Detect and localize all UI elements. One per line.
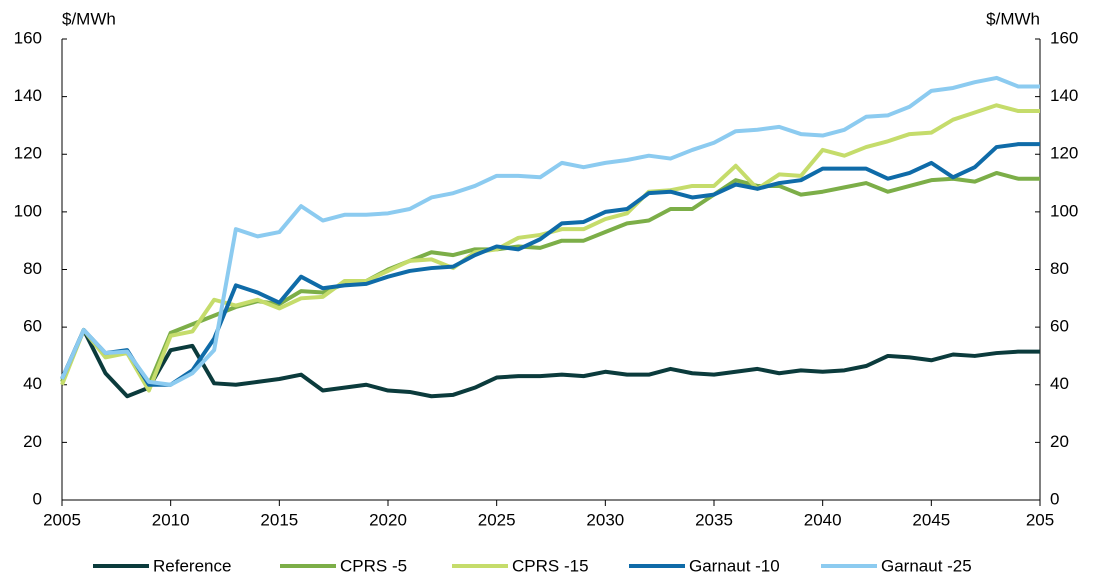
x-tick-label: 2025 xyxy=(478,510,516,529)
series-line xyxy=(60,328,1040,399)
y-tick-label: 20 xyxy=(23,432,42,451)
legend-label: Garnaut -10 xyxy=(689,556,780,575)
legend-label: Reference xyxy=(153,556,231,575)
y2-tick-label: 140 xyxy=(1050,86,1078,105)
series-line xyxy=(60,170,1040,387)
x-tick-label: 2040 xyxy=(804,510,842,529)
series-line xyxy=(60,142,1040,387)
x-tick-label: 2010 xyxy=(152,510,190,529)
y2-tick-label: 160 xyxy=(1050,28,1078,47)
legend-label: CPRS -15 xyxy=(512,556,589,575)
y2-tick-label: 80 xyxy=(1050,259,1069,278)
x-tick-label: 2045 xyxy=(912,510,950,529)
x-tick-label: 2030 xyxy=(586,510,624,529)
y2-tick-label: 60 xyxy=(1050,317,1069,336)
y2-axis-label: $/MWh xyxy=(986,9,1040,28)
x-tick-label: 2020 xyxy=(369,510,407,529)
y2-tick-label: 120 xyxy=(1050,144,1078,163)
x-tick-label: 2005 xyxy=(43,510,81,529)
y-tick-label: 40 xyxy=(23,374,42,393)
y-tick-label: 120 xyxy=(14,144,42,163)
legend-label: CPRS -5 xyxy=(340,556,407,575)
y-tick-label: 100 xyxy=(14,201,42,220)
y-tick-label: 140 xyxy=(14,86,42,105)
legend-label: Garnaut -25 xyxy=(881,556,972,575)
y2-tick-label: 0 xyxy=(1050,489,1059,508)
series-line xyxy=(60,75,1040,387)
x-tick-label: 205 xyxy=(1026,510,1054,529)
y-tick-label: 160 xyxy=(14,28,42,47)
y2-tick-label: 40 xyxy=(1050,374,1069,393)
x-tick-label: 2035 xyxy=(695,510,733,529)
y-axis-label: $/MWh xyxy=(62,9,116,28)
y-tick-label: 60 xyxy=(23,317,42,336)
y2-tick-label: 20 xyxy=(1050,432,1069,451)
y2-tick-label: 100 xyxy=(1050,201,1078,220)
y-tick-label: 0 xyxy=(33,489,42,508)
y-tick-label: 80 xyxy=(23,259,42,278)
x-tick-label: 2015 xyxy=(260,510,298,529)
